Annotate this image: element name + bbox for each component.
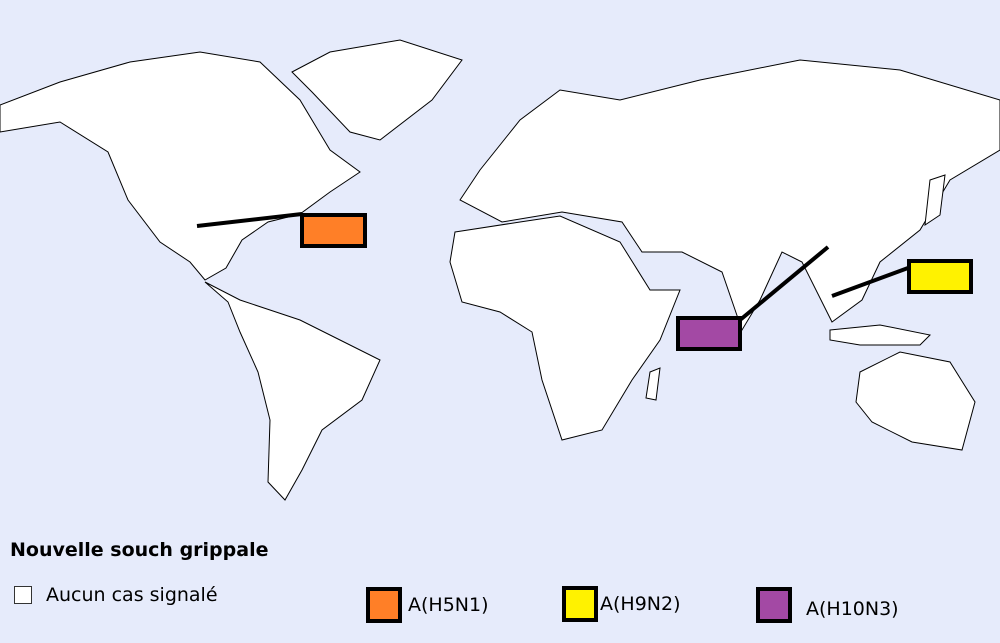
marker-h9n2 xyxy=(907,259,973,294)
legend-title: Nouvelle souch grippale xyxy=(10,539,269,561)
marker-h10n3 xyxy=(676,316,742,351)
legend-label: Aucun cas signalé xyxy=(46,584,218,606)
legend-label: A(H9N2) xyxy=(600,593,681,615)
japan xyxy=(924,174,946,227)
legend-item-h5n1: A(H5N1) xyxy=(366,587,489,623)
marker-h5n1 xyxy=(300,213,367,248)
legend-swatch-h5n1 xyxy=(366,587,402,623)
south-america xyxy=(204,281,381,501)
legend-label: A(H5N1) xyxy=(408,594,489,616)
legend-swatch-h9n2 xyxy=(562,586,598,622)
africa xyxy=(449,215,681,441)
pointer-line-h10n3 xyxy=(738,245,830,322)
north-america xyxy=(0,51,361,281)
legend-item-h9n2: A(H9N2) xyxy=(562,586,681,622)
legend-item-h10n3: A(H10N3) xyxy=(756,587,899,623)
australia xyxy=(855,351,976,451)
pointer-line-h5n1 xyxy=(196,212,303,228)
legend-swatch-h10n3 xyxy=(756,587,792,623)
indonesia xyxy=(829,324,932,346)
legend-swatch-none xyxy=(14,586,32,604)
pointer-line-h9n2 xyxy=(831,266,909,298)
legend-label: A(H10N3) xyxy=(806,598,899,620)
legend-item-none: Aucun cas signalé xyxy=(14,584,218,606)
greenland xyxy=(291,39,463,141)
madagascar xyxy=(645,367,661,401)
